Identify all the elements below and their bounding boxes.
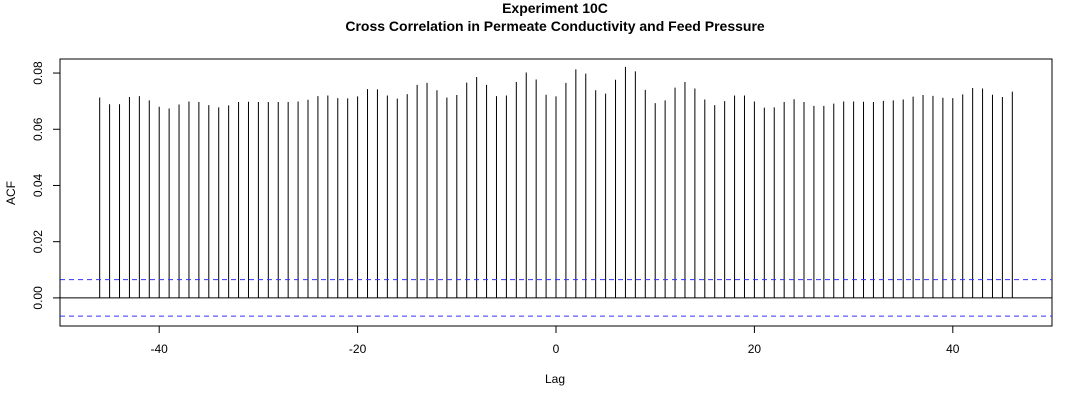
y-tick-label: 0.00 <box>31 286 45 310</box>
x-tick-label: -20 <box>349 342 367 356</box>
x-axis: -40 -20 0 20 40 <box>151 325 960 356</box>
y-tick-label: 0.06 <box>31 117 45 141</box>
chart-title: Experiment 10C <box>502 0 608 16</box>
confidence-band-group <box>60 279 1052 317</box>
y-axis-label: ACF <box>4 181 18 205</box>
y-axis: 0.00 0.02 0.04 0.06 0.08 <box>31 61 61 310</box>
chart-subtitle: Cross Correlation in Permeate Conductivi… <box>345 18 765 34</box>
x-tick-label: 20 <box>748 342 762 356</box>
y-tick-label: 0.08 <box>31 61 45 85</box>
x-tick-label: 0 <box>553 342 560 356</box>
y-tick-label: 0.02 <box>31 230 45 254</box>
x-tick-label: -40 <box>151 342 169 356</box>
y-tick-label: 0.04 <box>31 173 45 197</box>
x-axis-label: Lag <box>545 372 565 386</box>
x-tick-label: 40 <box>946 342 960 356</box>
bars-group <box>60 66 1052 299</box>
